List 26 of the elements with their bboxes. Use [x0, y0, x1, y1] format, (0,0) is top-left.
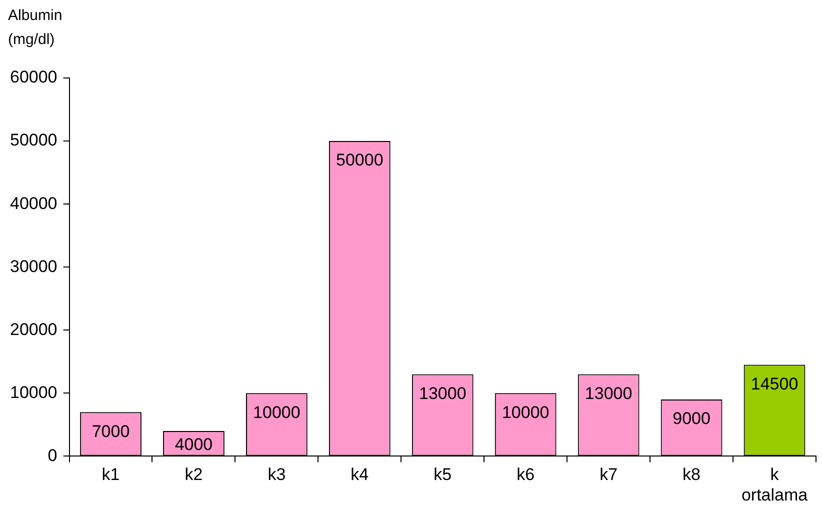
x-tick-label: k7 — [600, 465, 618, 484]
x-tick-label: k6 — [516, 465, 535, 484]
x-tick-label: k8 — [682, 465, 701, 484]
y-tick-label: 40000 — [10, 194, 58, 213]
x-tick-label: k5 — [434, 465, 452, 484]
data-label: 10000 — [253, 402, 300, 422]
data-label: 13000 — [418, 384, 466, 403]
data-label: 13000 — [584, 384, 632, 403]
data-label: 14500 — [750, 374, 798, 394]
y-tick-label: 0 — [48, 446, 58, 465]
x-tick-label: k2 — [184, 465, 203, 484]
y-tick-label: 50000 — [10, 130, 58, 150]
y-tick-label: 10000 — [10, 382, 58, 402]
data-label: 7000 — [92, 422, 130, 441]
x-tick-label: k1 — [102, 465, 120, 484]
x-tick-label: k4 — [350, 465, 369, 484]
x-tick-label: k ortalama — [741, 465, 808, 504]
data-label: 4000 — [174, 435, 213, 454]
y-tick-label: 20000 — [10, 320, 58, 339]
y-tick-label: 30000 — [10, 256, 58, 276]
y-axis-title: Albumin (mg/dl) — [8, 6, 62, 50]
y-tick-label: 60000 — [10, 68, 58, 87]
data-label: 50000 — [336, 150, 384, 170]
data-label: 10000 — [502, 402, 550, 422]
x-tick-label: k3 — [268, 465, 286, 484]
data-label: 9000 — [672, 409, 710, 428]
